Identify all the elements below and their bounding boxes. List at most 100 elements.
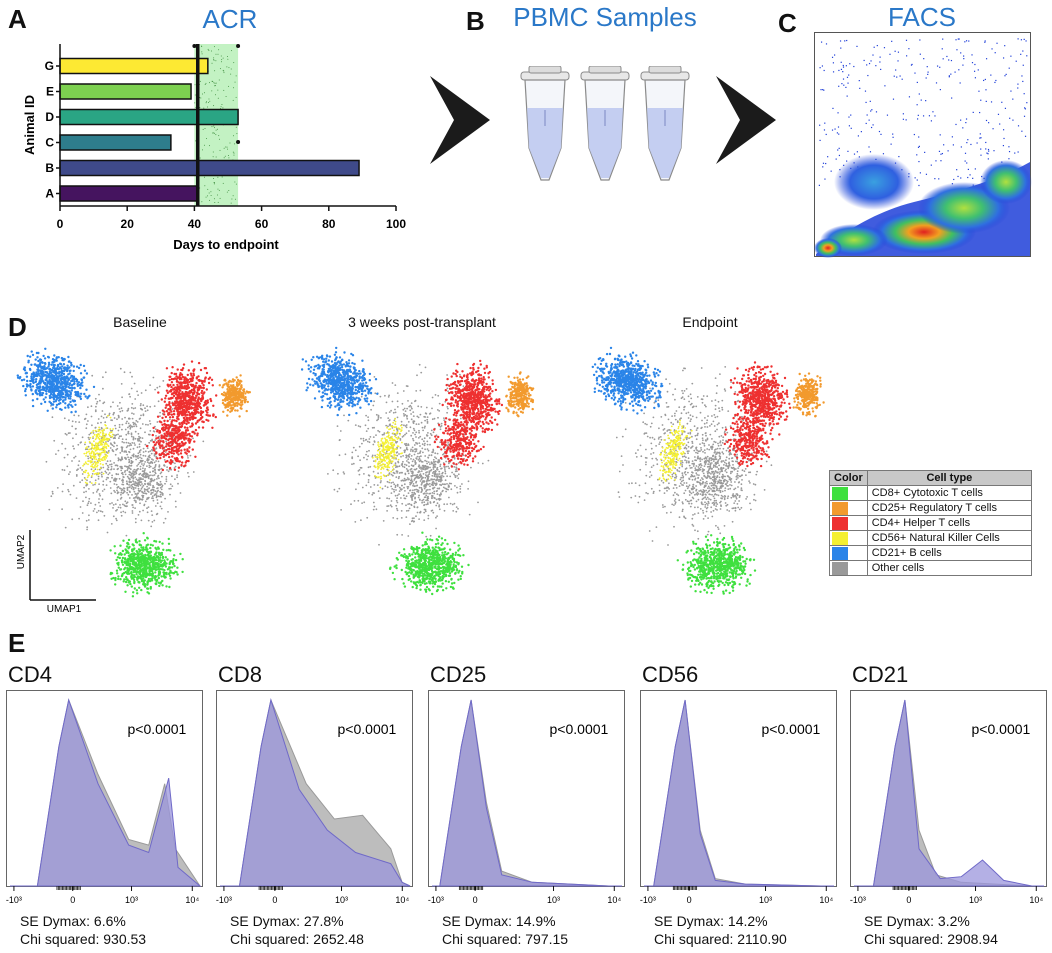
hist-tick-label: 0: [687, 895, 692, 905]
acr-bar-A: [59, 185, 199, 202]
hist-p-value: p<0.0001: [128, 721, 187, 737]
hist-plot-cd4: p<0.0001 -10³ 0 10³ 10⁴: [6, 690, 203, 905]
cell-type-legend: Color Cell type CD8+ Cytotoxic T cells CD…: [829, 470, 1033, 576]
panel-letter-d: D: [8, 312, 27, 342]
hist-tick-label: -10³: [640, 895, 656, 905]
legend-row: CD8+ Cytotoxic T cells: [829, 485, 1033, 501]
legend-header-color: Color: [829, 470, 868, 486]
acr-x-tick-label: 40: [188, 217, 202, 231]
acr-y-axis-label: Animal ID: [22, 95, 37, 155]
sample-tube-icon: [580, 66, 630, 181]
hist-tick-label: 10³: [759, 895, 772, 905]
legend-label: CD25+ Regulatory T cells: [866, 500, 1033, 516]
legend-swatch: [832, 501, 848, 515]
legend-row: Other cells: [829, 560, 1033, 576]
hist-se-dymax: SE Dymax: 6.6%: [20, 913, 126, 929]
acr-bar-D: [59, 108, 239, 126]
hist-plot-cd8: p<0.0001 -10³ 0 10³ 10⁴: [216, 690, 413, 905]
hist-tick-label: 10³: [547, 895, 560, 905]
hist-plot-cd25: p<0.0001 -10³ 0 10³ 10⁴: [428, 690, 625, 905]
pbmc-tubes-illustration: [520, 66, 690, 181]
hist-sample-curve: [220, 698, 411, 887]
acr-x-tick-label: 80: [322, 217, 336, 231]
hist-tick-label: 10³: [125, 895, 138, 905]
hist-tick-label: -10³: [6, 895, 22, 905]
hist-tick-label: -10³: [850, 895, 866, 905]
legend-label: CD56+ Natural Killer Cells: [866, 530, 1033, 546]
legend-header-cell-type: Cell type: [866, 470, 1033, 486]
umap-title-endpoint: Endpoint: [682, 314, 738, 330]
legend-row: CD21+ B cells: [829, 545, 1033, 561]
umap-plots: UMAP1 UMAP2: [16, 346, 825, 615]
legend-label: Other cells: [866, 560, 1033, 576]
legend-label: CD8+ Cytotoxic T cells: [866, 485, 1033, 501]
legend-swatch: [832, 546, 848, 560]
hist-sample-curve: [432, 699, 622, 887]
acr-y-tick-label: D: [45, 110, 54, 124]
legend-row: CD56+ Natural Killer Cells: [829, 530, 1033, 546]
hist-chi-squared: Chi squared: 797.15: [442, 931, 569, 947]
legend-swatch: [832, 561, 848, 575]
panel-letter-a: A: [8, 4, 27, 34]
acr-y-tick-label: A: [45, 187, 54, 201]
facs-title: FACS: [888, 2, 956, 32]
hist-p-value: p<0.0001: [762, 721, 821, 737]
hist-sample-curve: [644, 699, 834, 887]
facs-density-plot: [814, 32, 1032, 258]
acr-y-tick-label: G: [45, 59, 54, 73]
acr-bar-E: [59, 83, 192, 100]
hist-plot-cd56: p<0.0001 -10³ 0 10³ 10⁴: [640, 690, 837, 905]
acr-x-tick-label: 0: [57, 217, 64, 231]
acr-bar-B: [59, 159, 360, 177]
hist-sample-curve: [854, 699, 1044, 887]
hist-tick-label: 10⁴: [185, 895, 199, 905]
hist-title: CD25: [430, 662, 487, 687]
hist-tick-label: -10³: [428, 895, 444, 905]
sample-tube-icon: [640, 66, 690, 181]
hist-tick-label: 10⁴: [607, 895, 621, 905]
acr-y-tick-label: B: [45, 161, 54, 175]
hist-chi-squared: Chi squared: 930.53: [20, 931, 147, 947]
legend-swatch: [832, 486, 848, 500]
hist-p-value: p<0.0001: [550, 721, 609, 737]
umap-title-baseline: Baseline: [113, 314, 167, 330]
acr-y-tick-label: E: [46, 85, 54, 99]
umap-title-3weeks: 3 weeks post-transplant: [348, 314, 496, 330]
hist-tick-label: -10³: [216, 895, 232, 905]
hist-tick-label: 10³: [969, 895, 982, 905]
arrow-right-icon: [430, 76, 490, 164]
hist-chi-squared: Chi squared: 2110.90: [654, 931, 787, 947]
hist-tick-label: 10⁴: [819, 895, 833, 905]
legend-label: CD4+ Helper T cells: [866, 515, 1033, 531]
hist-se-dymax: SE Dymax: 27.8%: [230, 913, 344, 929]
hist-plot-cd21: p<0.0001 -10³ 0 10³ 10⁴: [850, 690, 1047, 905]
legend-label: CD21+ B cells: [866, 545, 1033, 561]
hist-sample-curve: [10, 698, 202, 887]
sample-tube-icon: [520, 66, 570, 181]
legend-swatch: [832, 516, 848, 530]
hist-tick-label: 0: [272, 895, 277, 905]
pbmc-title: PBMC Samples: [513, 2, 697, 32]
hist-title: CD21: [852, 662, 909, 687]
acr-bar-C: [59, 134, 172, 151]
acr-x-tick-label: 20: [121, 217, 135, 231]
panel-letter-e: E: [8, 628, 26, 658]
legend-swatch: [832, 531, 848, 545]
legend-row: CD25+ Regulatory T cells: [829, 500, 1033, 516]
hist-tick-label: 10⁴: [1029, 895, 1043, 905]
acr-bar-G: [59, 57, 209, 75]
hist-title: CD4: [8, 662, 53, 687]
umap1-label: UMAP1: [47, 604, 82, 615]
legend-row: CD4+ Helper T cells: [829, 515, 1033, 531]
hist-title: CD8: [218, 662, 263, 687]
hist-se-dymax: SE Dymax: 14.9%: [442, 913, 556, 929]
hist-chi-squared: Chi squared: 2908.94: [864, 931, 998, 947]
umap2-label: UMAP2: [16, 534, 27, 569]
hist-tick-label: 10⁴: [395, 895, 409, 905]
hist-se-dymax: SE Dymax: 3.2%: [864, 913, 970, 929]
hist-p-value: p<0.0001: [972, 721, 1031, 737]
hist-tick-label: 0: [70, 895, 75, 905]
hist-p-value: p<0.0001: [338, 721, 397, 737]
hist-tick-label: 10³: [335, 895, 348, 905]
